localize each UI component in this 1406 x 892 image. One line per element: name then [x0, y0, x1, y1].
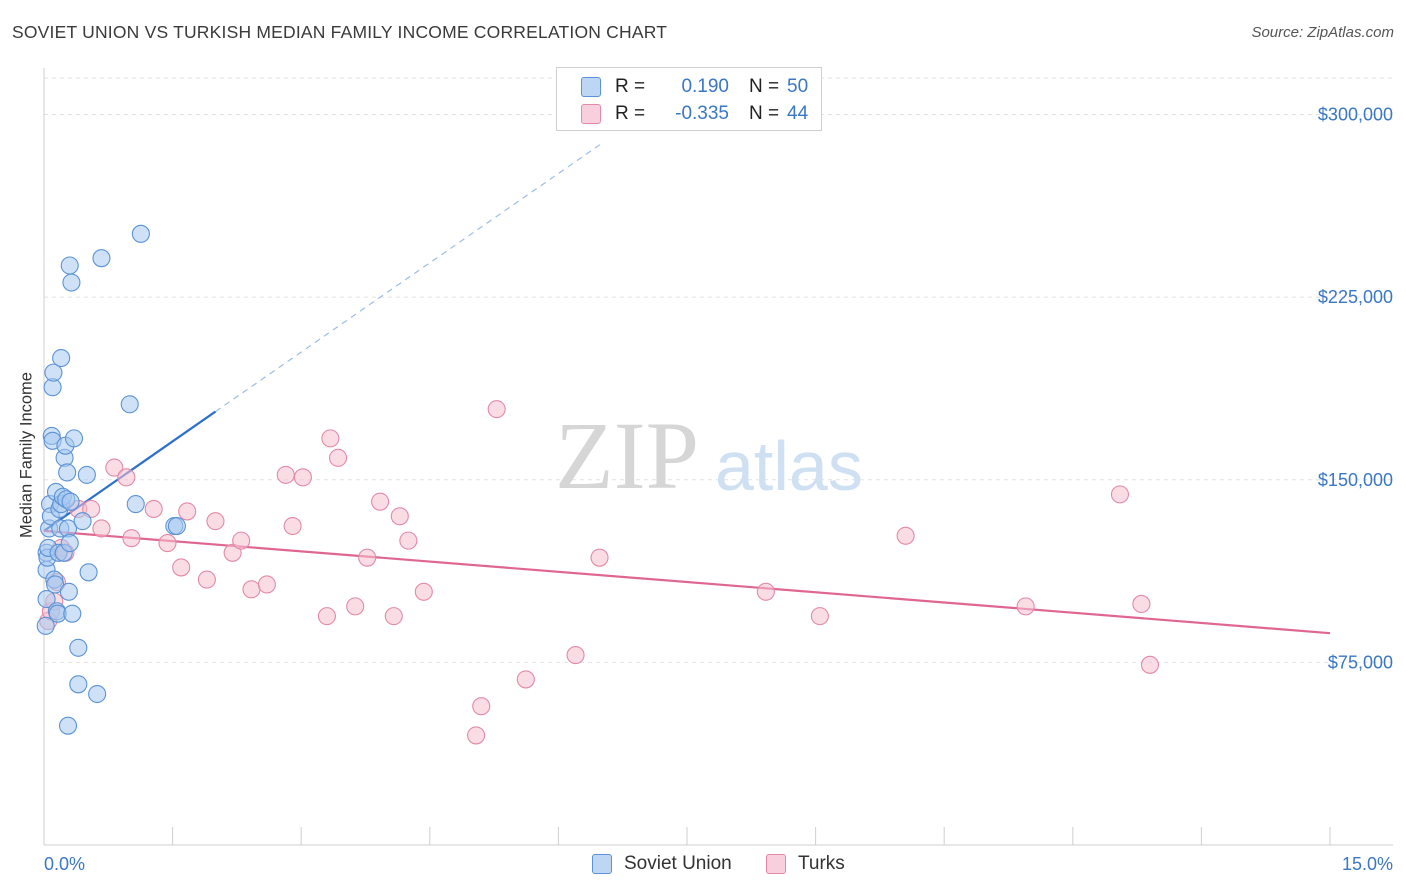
point-soviet-union	[79, 563, 98, 582]
correlation-legend: R = 0.190 N = 50 R = -0.335 N = 44	[556, 67, 822, 131]
point-turks	[206, 512, 225, 531]
point-soviet-union	[59, 582, 78, 601]
point-soviet-union	[167, 516, 186, 536]
point-soviet-union	[120, 395, 139, 414]
point-turks	[346, 597, 365, 616]
point-turks	[317, 607, 336, 626]
chart-title: SOVIET UNION VS TURKISH MEDIAN FAMILY IN…	[12, 22, 668, 42]
point-turks	[810, 607, 829, 626]
y-tick-label: $225,000	[1318, 287, 1393, 307]
point-turks	[144, 499, 163, 519]
legend-n-value-turks: 44	[787, 103, 809, 124]
point-turks	[257, 575, 276, 594]
x-tick-min: 0.0%	[44, 854, 85, 874]
source-credit: Source: ZipAtlas.com	[1251, 24, 1394, 41]
legend-row-turks: R = -0.335 N = 44	[581, 102, 808, 126]
point-turks	[414, 582, 433, 601]
bottom-legend-swatch-turks	[766, 854, 786, 874]
point-turks	[117, 468, 136, 487]
y-tick-label: $300,000	[1318, 105, 1393, 125]
watermark-atlas: atlas	[715, 427, 863, 505]
point-turks	[566, 646, 585, 665]
point-turks	[487, 400, 506, 419]
trend-line-soviet-extension	[215, 143, 602, 413]
legend-swatch-soviet	[581, 77, 601, 97]
point-turks	[390, 507, 409, 526]
point-turks	[242, 580, 261, 599]
point-soviet-union	[60, 534, 79, 553]
bottom-legend-turks: Turks	[766, 852, 845, 876]
axes	[43, 68, 1393, 846]
point-soviet-union	[69, 638, 88, 657]
point-turks	[276, 465, 295, 484]
legend-r-label: R =	[615, 76, 646, 97]
bottom-legend-label-soviet: Soviet Union	[624, 853, 732, 874]
point-turks	[358, 548, 377, 567]
point-turks	[1132, 594, 1151, 613]
point-soviet-union	[131, 224, 150, 243]
point-turks	[472, 697, 491, 716]
point-turks	[232, 531, 251, 550]
point-soviet-union	[92, 249, 111, 268]
point-turks	[293, 468, 312, 487]
point-turks	[384, 607, 403, 626]
legend-r-value-soviet: 0.190	[681, 76, 729, 97]
point-turks	[371, 492, 390, 511]
legend-row-soviet: R = 0.190 N = 50	[581, 75, 808, 99]
point-turks	[283, 516, 302, 536]
legend-n-value-soviet: 50	[787, 76, 809, 97]
point-soviet-union	[73, 512, 92, 531]
gridlines	[44, 77, 1393, 663]
point-turks	[896, 526, 915, 545]
point-soviet-union	[126, 495, 145, 514]
point-soviet-union	[36, 616, 55, 635]
point-soviet-union	[64, 429, 84, 448]
y-tick-labels: $75,000 $150,000 $225,000 $300,000	[1318, 105, 1393, 673]
legend-swatch-turks	[581, 104, 601, 124]
point-soviet-union	[77, 465, 96, 484]
point-turks	[122, 529, 141, 548]
point-turks	[158, 534, 177, 553]
data-points	[36, 224, 1160, 745]
point-soviet-union	[63, 604, 82, 623]
point-turks	[1016, 597, 1035, 616]
bottom-legend-soviet: Soviet Union	[592, 852, 732, 876]
point-soviet-union	[88, 684, 107, 704]
bottom-legend-swatch-soviet	[592, 854, 612, 874]
point-soviet-union	[62, 273, 81, 292]
point-soviet-union	[60, 256, 79, 275]
point-turks	[590, 548, 609, 567]
point-turks	[329, 448, 348, 467]
point-turks	[321, 429, 340, 448]
point-turks	[172, 558, 191, 577]
point-turks	[1110, 485, 1130, 504]
point-turks	[516, 670, 535, 689]
point-turks	[399, 531, 418, 550]
trend-line-turks	[43, 529, 1331, 635]
legend-r-value-turks: -0.335	[675, 103, 729, 124]
legend-r-label: R =	[615, 103, 646, 124]
point-turks	[197, 570, 216, 589]
point-turks	[1140, 655, 1160, 674]
point-soviet-union	[61, 492, 80, 511]
point-soviet-union	[58, 463, 77, 482]
legend-n-label: N =	[749, 103, 780, 124]
watermark-zip: ZIP	[555, 402, 699, 509]
point-turks	[178, 502, 197, 521]
point-soviet-union	[58, 716, 78, 735]
y-tick-label: $75,000	[1328, 652, 1393, 672]
point-soviet-union	[52, 348, 71, 368]
point-turks	[105, 458, 124, 477]
point-turks	[92, 519, 111, 538]
point-soviet-union	[37, 590, 56, 609]
bottom-legend-label-turks: Turks	[798, 853, 845, 874]
x-tick-max: 15.0%	[1342, 854, 1393, 874]
point-soviet-union	[44, 363, 63, 382]
point-turks	[756, 582, 775, 601]
legend-n-label: N =	[749, 76, 780, 97]
point-soviet-union	[69, 675, 88, 694]
y-tick-label: $150,000	[1318, 470, 1393, 490]
point-turks	[467, 726, 486, 745]
